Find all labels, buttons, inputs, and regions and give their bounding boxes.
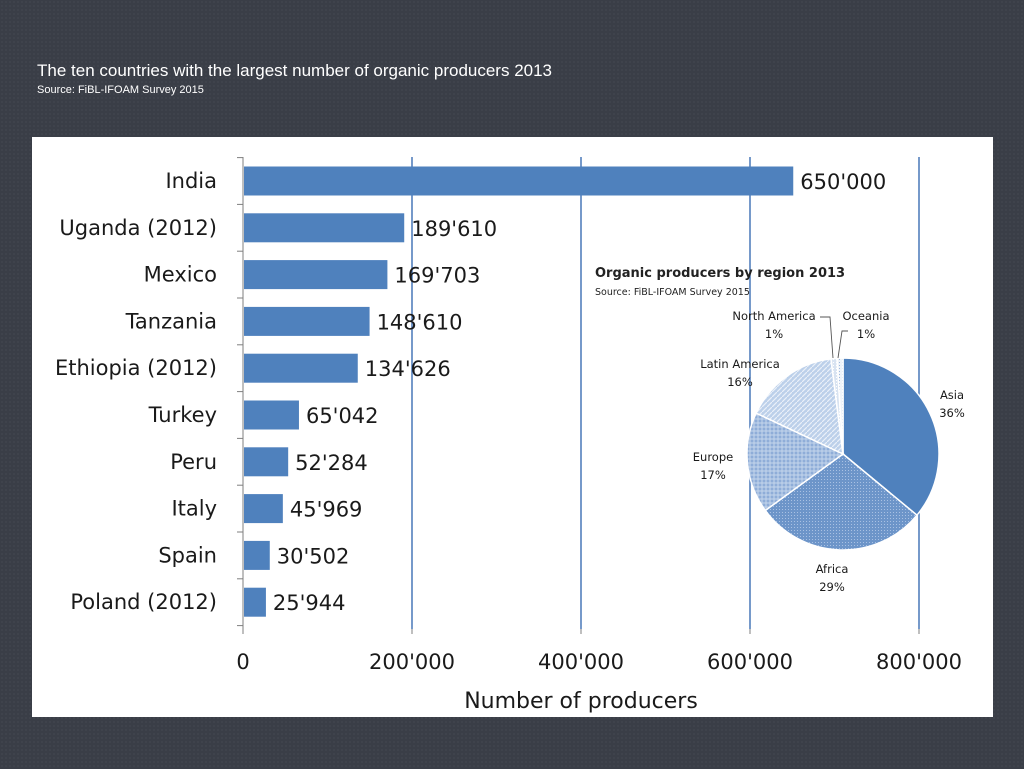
category-label: Peru (170, 450, 217, 474)
bar (244, 447, 289, 477)
category-label: Italy (171, 497, 217, 521)
pie-subtitle: Source: FiBL-IFOAM Survey 2015 (595, 287, 750, 298)
pie-slice (755, 357, 844, 456)
slide-title: The ten countries with the largest numbe… (37, 61, 553, 80)
data-label: 52'284 (295, 451, 368, 475)
chart-panel: India 650'000 Uganda (2012) 189'610 Mexico 16… (32, 137, 993, 717)
bar (244, 587, 266, 617)
pie-slice (842, 357, 940, 517)
pie-slice-value: 29% (819, 580, 845, 594)
category-label: Ethiopia (2012) (55, 356, 217, 380)
x-tick-label: 800'000 (876, 650, 962, 674)
pie-slice-label: North America (732, 309, 815, 323)
pie-slice-value: 16% (727, 375, 753, 389)
leader-line (820, 316, 834, 359)
bar (244, 540, 270, 570)
pie-slice-label: Asia (940, 388, 964, 402)
bar (244, 306, 370, 336)
pie-slice-value: 1% (857, 327, 875, 341)
pie-slice (836, 357, 844, 455)
pie-slice (746, 412, 845, 512)
data-label: 65'042 (306, 404, 379, 428)
pie-slice-value: 1% (765, 327, 783, 341)
data-label: 650'000 (800, 170, 886, 194)
pie-chart: Organic producers by region 2013 Source:… (595, 266, 965, 594)
category-label: Tanzania (125, 309, 217, 333)
bar (244, 260, 388, 290)
slide-source: Source: FiBL-IFOAM Survey 2015 (37, 84, 204, 96)
data-label: 148'610 (377, 310, 463, 334)
pie-slice-label: Africa (816, 562, 849, 576)
bar (244, 166, 794, 196)
data-label: 169'703 (394, 264, 480, 288)
x-tick-label: 200'000 (369, 650, 455, 674)
bar (244, 494, 283, 524)
x-tick-label: 600'000 (707, 650, 793, 674)
bar-chart: India 650'000 Uganda (2012) 189'610 Mexico 16… (55, 157, 962, 714)
category-label: Uganda (2012) (59, 216, 217, 240)
pie-slice-label: Latin America (700, 357, 780, 371)
pie-title: Organic producers by region 2013 (595, 266, 845, 281)
x-tick-label: 0 (236, 650, 249, 674)
data-label: 134'626 (365, 357, 451, 381)
category-label: Mexico (144, 263, 217, 287)
bar (244, 400, 299, 430)
category-label: Turkey (148, 403, 217, 427)
x-axis-label: Number of producers (464, 689, 698, 714)
pie-slice-value: 36% (939, 406, 965, 420)
pie-slice-label: Oceania (842, 309, 889, 323)
category-label: India (165, 169, 217, 193)
pie-slice-value: 17% (700, 468, 726, 482)
data-label: 30'502 (277, 544, 350, 568)
bar (244, 353, 358, 383)
bar (244, 213, 405, 243)
data-label: 189'610 (411, 217, 497, 241)
category-label: Poland (2012) (70, 590, 217, 614)
category-label: Spain (158, 543, 217, 567)
x-tick-label: 400'000 (538, 650, 624, 674)
pie-slice-label: Europe (693, 450, 733, 464)
data-label: 45'969 (290, 498, 363, 522)
chart-svg: India 650'000 Uganda (2012) 189'610 Mexico 16… (55, 157, 965, 714)
leader-line (837, 330, 848, 359)
data-label: 25'944 (273, 591, 346, 615)
pie-slice (764, 453, 919, 551)
